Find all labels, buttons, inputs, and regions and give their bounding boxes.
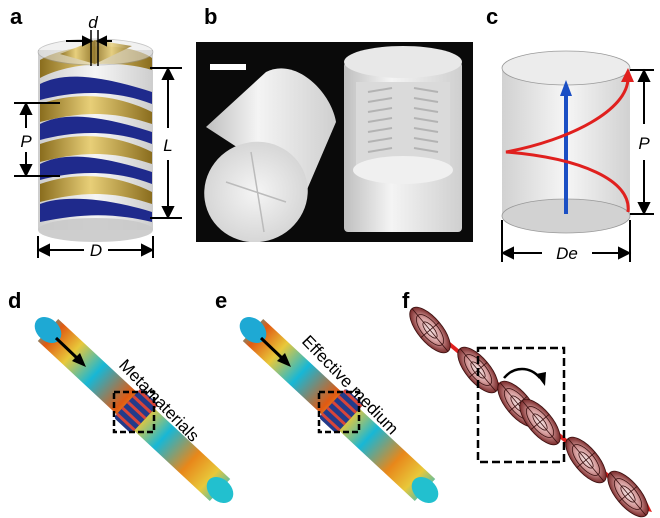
panel-f-wavefront-rotation [409, 306, 652, 518]
panel-d-metamaterial-waveguide: Metamaterials [34, 316, 234, 504]
dim-d [66, 30, 112, 66]
metamaterial-rings [112, 389, 158, 434]
rotation-arrow [503, 367, 541, 379]
panel-label-e: e [215, 288, 228, 313]
dim-p-c [630, 68, 654, 216]
blue-axis-arrow [560, 80, 572, 214]
sample-closed [204, 68, 336, 243]
cylinder-top [37, 38, 154, 66]
panel-label-a: a [10, 4, 23, 29]
dim-l-label: L [163, 136, 172, 155]
rotation-arrowhead [536, 372, 546, 386]
panel-a-helix-schematic: d P L D [14, 13, 182, 260]
panel-label-c: c [486, 4, 499, 29]
panel-b-sample-photo [196, 42, 473, 243]
dim-p-c-label: P [638, 134, 650, 153]
dim-p-label: P [20, 132, 32, 151]
dim-diameter-label: D [90, 241, 102, 260]
red-helix-path [505, 77, 630, 213]
dim-p [14, 101, 60, 178]
wavefront-discs [409, 306, 649, 518]
panel-label-f: f [402, 288, 410, 313]
propagation-arrow-e [259, 336, 291, 367]
panel-label-d: d [8, 288, 22, 313]
dim-d-label: d [88, 13, 98, 32]
propagation-arrow [54, 336, 86, 367]
panel-e-effective-medium-waveguide: Effective medium [239, 316, 439, 504]
dim-de [500, 220, 632, 262]
red-helix-arrowhead [621, 68, 634, 82]
effective-medium-block [317, 389, 363, 434]
scale-bar [210, 64, 246, 70]
panel-c-effective-helix: P De [500, 50, 654, 263]
dim-l [150, 66, 182, 220]
sample-photo-drawing [196, 42, 473, 243]
panel-label-b: b [204, 4, 218, 29]
selection-box [476, 346, 566, 464]
dim-de-label: De [556, 244, 578, 263]
dim-d-diameter [36, 236, 155, 258]
sample-open [344, 46, 462, 232]
